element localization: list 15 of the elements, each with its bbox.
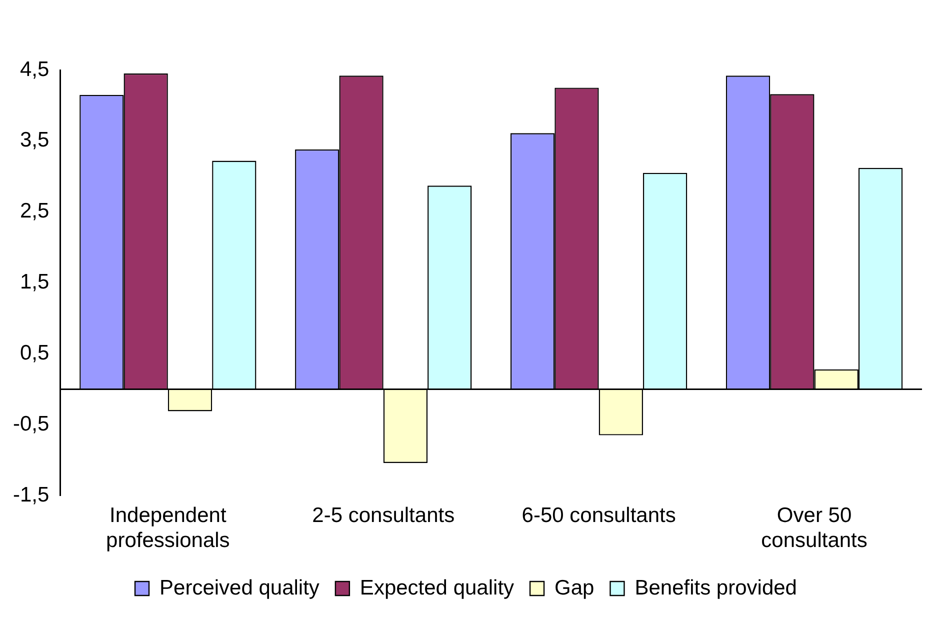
legend-label: Expected quality: [360, 576, 515, 600]
legend-label: Perceived quality: [160, 576, 320, 600]
x-tick-label: Over 50 consultants: [761, 504, 868, 552]
y-tick-label: 1,5: [20, 270, 50, 294]
y-tick-label: 0,5: [20, 342, 50, 365]
legend-label: Benefits provided: [634, 576, 797, 600]
legend-label: Gap: [554, 576, 594, 600]
y-tick-label: 3,5: [20, 128, 50, 152]
y-tick-label: -1,5: [13, 483, 50, 506]
y-tick-label: 2,5: [20, 200, 50, 223]
x-tick-label: 6-50 consultants: [522, 504, 676, 527]
x-tick-label: Independent professionals: [106, 504, 230, 552]
y-tick-label: 4,5: [20, 58, 50, 81]
y-tick-label: -0,5: [13, 412, 50, 436]
x-tick-label: 2-5 consultants: [312, 504, 455, 527]
